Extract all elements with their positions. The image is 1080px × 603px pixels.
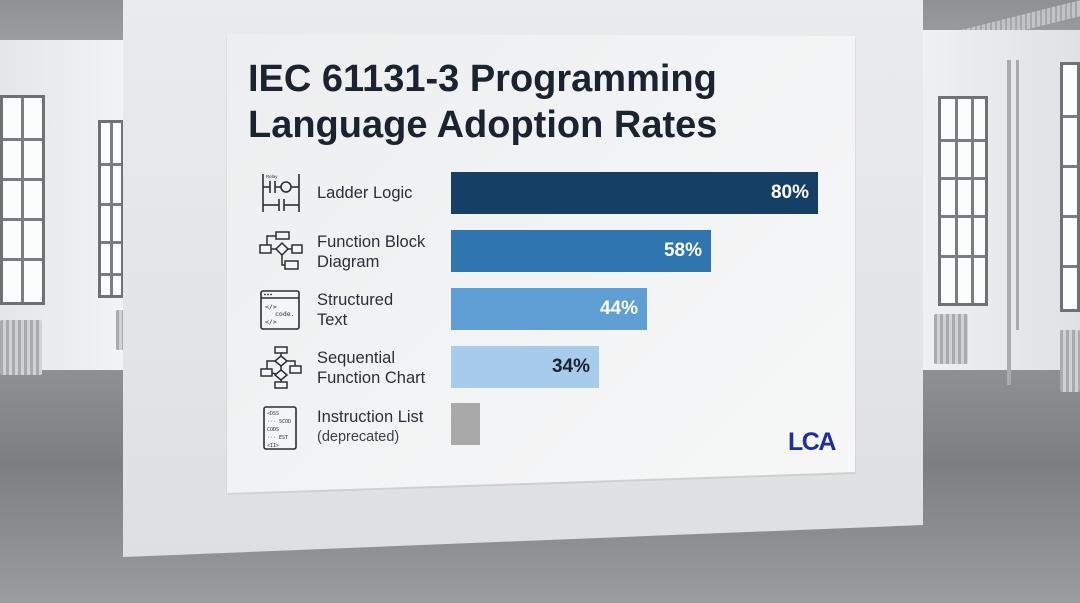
chart-row-instruction-list: <DSS ··· SCOD CODS ··· EST <II> Instruct… xyxy=(0,403,1080,450)
ladder-logic-relay-icon: Relay xyxy=(262,174,300,212)
radiator-right xyxy=(934,314,968,364)
svg-text:code.: code. xyxy=(275,310,295,318)
category-label: Ladder Logic xyxy=(317,183,412,203)
bar-instruction-list xyxy=(451,403,480,445)
lca-logo: LCA xyxy=(788,428,836,456)
window-left-1 xyxy=(0,95,45,305)
svg-text:</>: </> xyxy=(265,303,277,311)
bar-ladder-logic: 80% xyxy=(451,172,818,214)
bar-value-label: 80% xyxy=(770,182,809,203)
chart-title-line-1: IEC 61131-3 Programming xyxy=(248,58,717,100)
svg-text:Relay: Relay xyxy=(266,174,278,179)
function-block-diagram-icon xyxy=(259,231,303,270)
chart-row-sequential-function-chart: Sequential Function Chart 34% xyxy=(0,346,1080,389)
bar-sequential-function-chart: 34% xyxy=(451,346,599,388)
category-label-line-2: (deprecated) xyxy=(317,429,400,445)
category-label: Structured Text xyxy=(317,290,393,330)
category-label-text: Function Block xyxy=(317,233,426,251)
category-label: Sequential Function Chart xyxy=(317,348,425,388)
radiator-left-2 xyxy=(116,310,124,350)
svg-text:<DSS: <DSS xyxy=(267,411,279,417)
chart-title-line-2: Language Adoption Rates xyxy=(248,104,718,146)
window-left-2 xyxy=(98,120,124,298)
bar-structured-text: 44% xyxy=(451,288,647,330)
radiator-left xyxy=(0,320,42,375)
category-label-text: Structured xyxy=(317,291,394,309)
bar-value-label: 58% xyxy=(663,240,702,261)
svg-text:CODS: CODS xyxy=(267,427,279,433)
radiator-right-2 xyxy=(1060,330,1080,392)
window-right-2 xyxy=(1060,62,1080,312)
wall-pipe-2 xyxy=(1016,60,1019,330)
category-label-line-2: Diagram xyxy=(317,253,380,271)
category-label-text: Ladder Logic xyxy=(317,184,413,202)
bar-value-label: 44% xyxy=(599,298,638,319)
chart-row-ladder-logic: Relay Ladder Logic 80% xyxy=(0,172,1080,214)
window-right-1 xyxy=(938,96,988,306)
svg-text:</>: </> xyxy=(265,318,277,326)
category-label: Function Block Diagram xyxy=(317,232,425,272)
wall-pipe xyxy=(1007,60,1011,385)
svg-text:··· SCOD: ··· SCOD xyxy=(267,419,291,425)
code-window-icon: </> code. </> xyxy=(260,290,300,330)
svg-text:<II>: <II> xyxy=(267,443,279,449)
svg-text:··· EST: ··· EST xyxy=(267,435,288,441)
category-label: Instruction List (deprecated) xyxy=(317,407,423,447)
category-label-text: Sequential xyxy=(317,349,395,367)
chart-row-structured-text: </> code. </> Structured Text 44% xyxy=(0,288,1080,330)
flowchart-icon xyxy=(260,346,302,389)
category-label-text: Instruction List xyxy=(317,408,424,426)
instruction-list-document-icon: <DSS ··· SCOD CODS ··· EST <II> xyxy=(263,406,297,450)
category-label-line-2: Function Chart xyxy=(317,369,426,387)
bar-value-label: 34% xyxy=(551,356,590,377)
bar-function-block-diagram: 58% xyxy=(451,230,711,272)
category-label-line-2: Text xyxy=(317,311,348,329)
chart-title: IEC 61131-3 Programming Language Adoptio… xyxy=(248,56,717,148)
chart-row-function-block-diagram: Function Block Diagram 58% xyxy=(0,230,1080,272)
